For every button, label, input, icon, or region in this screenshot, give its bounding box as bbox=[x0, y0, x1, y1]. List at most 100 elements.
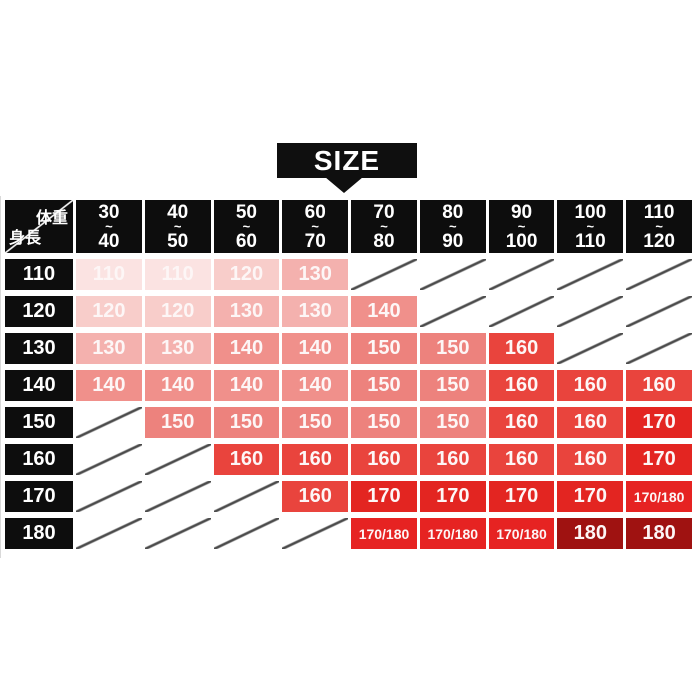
col-header-to: 80 bbox=[373, 230, 395, 252]
size-cell: 170 bbox=[488, 481, 555, 512]
size-cell: 160 bbox=[213, 444, 280, 475]
size-cell: 150 bbox=[351, 333, 417, 364]
empty-cell bbox=[557, 259, 624, 290]
size-cell: 140 bbox=[351, 296, 417, 327]
size-cell: 130 bbox=[282, 259, 349, 290]
size-cell: 160 bbox=[557, 370, 624, 401]
size-cell: 160 bbox=[488, 370, 555, 401]
col-header-to: 70 bbox=[304, 230, 326, 252]
col-header-100-110: 100 ~110 bbox=[557, 200, 624, 253]
empty-cell bbox=[351, 259, 417, 290]
empty-cell bbox=[488, 296, 555, 327]
size-cell: 130 bbox=[213, 296, 280, 327]
col-header-from: 90 bbox=[510, 201, 533, 223]
empty-cell bbox=[419, 296, 486, 327]
empty-cell bbox=[557, 333, 624, 364]
size-cell: 170 bbox=[626, 444, 692, 475]
col-header-to: 50 bbox=[167, 230, 189, 252]
size-cell: 160 bbox=[488, 444, 555, 475]
size-cell: 150 bbox=[351, 370, 417, 401]
empty-cell bbox=[419, 259, 486, 290]
col-header-80-90: 80 ~90 bbox=[419, 200, 486, 253]
size-cell: 150 bbox=[419, 333, 486, 364]
size-cell: 130 bbox=[282, 296, 349, 327]
col-header-60-70: 60 ~70 bbox=[282, 200, 349, 253]
col-header-from: 80 bbox=[442, 201, 464, 223]
size-cell: 140 bbox=[282, 333, 349, 364]
size-cell: 130 bbox=[144, 333, 211, 364]
col-header-from: 100 bbox=[574, 201, 607, 223]
size-cell: 140 bbox=[144, 370, 211, 401]
col-header-from: 60 bbox=[304, 201, 326, 223]
col-header-40-50: 40 ~50 bbox=[144, 200, 211, 253]
empty-cell bbox=[626, 333, 692, 364]
row-header-150: 150 bbox=[5, 407, 73, 438]
empty-cell bbox=[282, 518, 349, 549]
size-cell: 160 bbox=[557, 444, 624, 475]
size-cell: 150 bbox=[282, 407, 349, 438]
size-cell: 140 bbox=[282, 370, 349, 401]
size-cell: 140 bbox=[213, 370, 280, 401]
corner-height-label: 身長 bbox=[9, 230, 42, 247]
row-header-170: 170 bbox=[5, 481, 73, 512]
size-cell: 150 bbox=[213, 407, 280, 438]
row-header-120: 120 bbox=[5, 296, 73, 327]
col-header-from: 40 bbox=[167, 201, 189, 223]
size-cell: 170 bbox=[626, 407, 692, 438]
size-cell: 160 bbox=[488, 407, 555, 438]
col-header-to: 100 bbox=[505, 230, 538, 252]
size-cell: 160 bbox=[626, 370, 692, 401]
empty-cell bbox=[213, 518, 280, 549]
empty-cell bbox=[626, 259, 692, 290]
size-cell: 150 bbox=[419, 370, 486, 401]
col-header-tilde: ~ bbox=[242, 218, 251, 234]
col-header-110-120: 110 ~120 bbox=[626, 200, 692, 253]
empty-cell bbox=[76, 407, 142, 438]
empty-cell bbox=[144, 481, 211, 512]
size-chart-table: 体重 身長 30 ~40 40 ~50 50 ~60 60 ~70 70 ~80 80 ~90 90 ~1… bbox=[5, 200, 692, 549]
col-header-to: 90 bbox=[442, 230, 464, 252]
size-cell: 120 bbox=[213, 259, 280, 290]
row-header-110: 110 bbox=[5, 259, 73, 290]
size-cell: 170/180 bbox=[488, 518, 555, 549]
size-cell: 120 bbox=[76, 296, 142, 327]
col-header-50-60: 50 ~60 bbox=[213, 200, 280, 253]
row-header-180: 180 bbox=[5, 518, 73, 549]
size-cell: 140 bbox=[76, 370, 142, 401]
size-cell: 170/180 bbox=[419, 518, 486, 549]
left-edge-artifact-line bbox=[0, 196, 1, 558]
size-cell: 170/180 bbox=[626, 481, 692, 512]
size-cell: 140 bbox=[213, 333, 280, 364]
size-cell: 150 bbox=[144, 407, 211, 438]
size-cell: 160 bbox=[488, 333, 555, 364]
size-cell: 110 bbox=[76, 259, 142, 290]
size-cell: 160 bbox=[557, 407, 624, 438]
col-header-tilde: ~ bbox=[311, 218, 320, 234]
col-header-to: 110 bbox=[575, 230, 606, 252]
col-header-30-40: 30 ~40 bbox=[76, 200, 142, 253]
size-cell: 180 bbox=[557, 518, 624, 549]
size-cell: 130 bbox=[76, 333, 142, 364]
size-banner: SIZE bbox=[277, 143, 417, 178]
empty-cell bbox=[488, 259, 555, 290]
empty-cell bbox=[144, 518, 211, 549]
col-header-from: 70 bbox=[373, 201, 395, 223]
col-header-90-100: 90 ~100 bbox=[488, 200, 555, 253]
col-header-from: 30 bbox=[98, 201, 120, 223]
size-cell: 160 bbox=[351, 444, 417, 475]
col-header-tilde: ~ bbox=[517, 218, 526, 234]
size-cell: 120 bbox=[144, 296, 211, 327]
empty-cell bbox=[76, 444, 142, 475]
col-header-to: 60 bbox=[235, 230, 257, 252]
size-cell: 160 bbox=[282, 444, 349, 475]
empty-cell bbox=[76, 518, 142, 549]
size-cell: 150 bbox=[419, 407, 486, 438]
size-cell: 180 bbox=[626, 518, 692, 549]
size-banner-arrow-down-icon bbox=[325, 177, 363, 193]
col-header-tilde: ~ bbox=[448, 218, 457, 234]
size-cell: 150 bbox=[351, 407, 417, 438]
size-cell: 170 bbox=[351, 481, 417, 512]
empty-cell bbox=[144, 444, 211, 475]
col-header-tilde: ~ bbox=[173, 218, 182, 234]
